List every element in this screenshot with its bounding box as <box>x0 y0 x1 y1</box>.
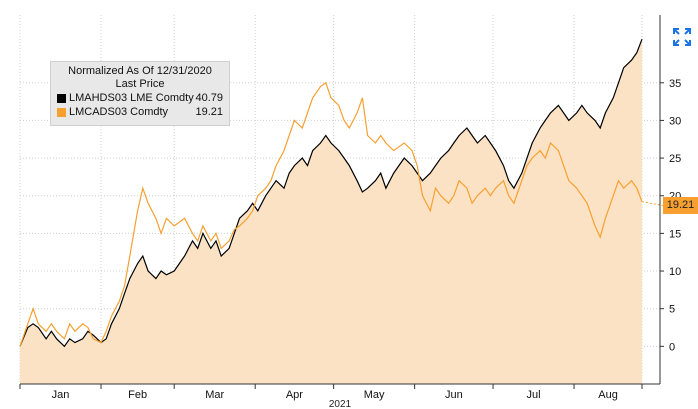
x-tick-label: Jan <box>52 389 70 401</box>
x-tick-label: Jun <box>445 389 463 401</box>
legend-series-name: LMCADS03 Comdty <box>69 106 169 118</box>
y-axis-ticks: 05101520253035 <box>660 78 681 353</box>
y-tick-label: 30 <box>669 115 681 127</box>
legend-subtitle: Last Price <box>115 78 165 90</box>
expand-chart-button[interactable] <box>669 24 695 50</box>
x-tick-label: Apr <box>286 389 303 401</box>
y-tick-label: 10 <box>669 266 681 278</box>
y-tick-label: 0 <box>669 341 675 353</box>
series-layer <box>19 38 664 384</box>
y-tick-label: 35 <box>669 78 681 90</box>
series-line-aluminium <box>19 38 643 348</box>
expand-icon <box>673 28 691 46</box>
series-line-copper <box>19 81 643 347</box>
x-tick-label: Aug <box>598 389 618 401</box>
legend-title: Normalized As Of 12/31/2020 <box>68 65 212 77</box>
legend-swatch-orange <box>57 108 66 117</box>
last-value-tag: 19.21 <box>663 197 698 214</box>
y-tick-label: 5 <box>669 304 675 316</box>
x-axis-ticks: Jan Feb Mar Apr May Jun Jul Aug <box>19 384 643 401</box>
x-tick-label: May <box>364 389 385 401</box>
legend-swatch-black <box>57 94 66 103</box>
legend-entry-copper: LMCADS03 Comdty 19.21 <box>57 105 223 119</box>
legend: Normalized As Of 12/31/2020 Last Price L… <box>50 61 230 126</box>
legend-series-name: LMAHDS03 LME Comdty <box>69 92 194 104</box>
x-year-label: 2021 <box>329 399 352 409</box>
x-tick-label: Mar <box>205 389 224 401</box>
x-tick-label: Jul <box>527 389 541 401</box>
legend-series-value: 19.21 <box>195 106 223 118</box>
series-area-fill <box>20 39 642 384</box>
legend-entry-aluminium: LMAHDS03 LME Comdty 40.79 <box>57 91 223 105</box>
legend-series-value: 40.79 <box>195 92 223 104</box>
y-tick-label: 25 <box>669 153 681 165</box>
x-tick-label: Feb <box>128 389 147 401</box>
y-tick-label: 15 <box>669 228 681 240</box>
